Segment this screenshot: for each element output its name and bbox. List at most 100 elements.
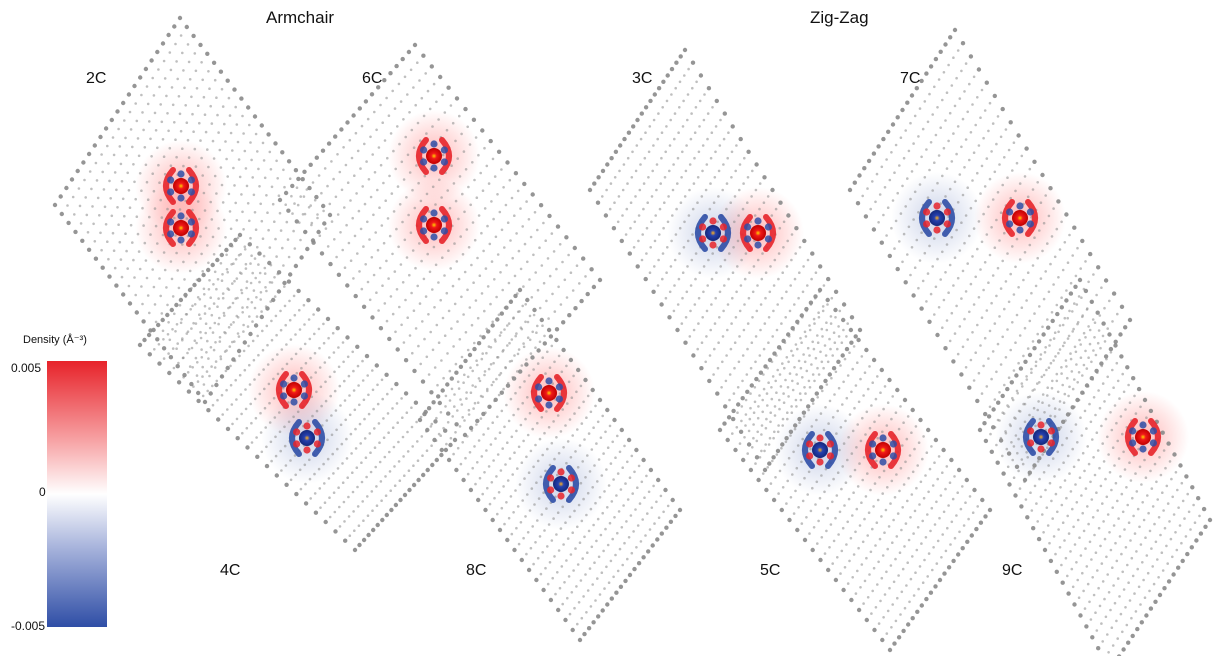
carbon-atom bbox=[964, 501, 967, 505]
carbon-atom bbox=[775, 448, 781, 454]
carbon-atom bbox=[853, 406, 856, 410]
carbon-atom bbox=[293, 313, 297, 317]
carbon-atom bbox=[522, 439, 525, 443]
defect-lobes bbox=[416, 206, 452, 244]
carbon-atom bbox=[493, 496, 496, 500]
carbon-atom bbox=[721, 188, 724, 192]
carbon-atom bbox=[931, 568, 934, 572]
carbon-atom bbox=[638, 502, 642, 505]
carbon-atom bbox=[1095, 629, 1099, 632]
carbon-atom bbox=[194, 165, 198, 168]
carbon-atom bbox=[1095, 293, 1098, 297]
carbon-atom bbox=[604, 430, 607, 434]
carbon-atom bbox=[752, 423, 755, 426]
carbon-atom bbox=[1023, 251, 1027, 254]
carbon-atom bbox=[1113, 464, 1116, 467]
carbon-atom bbox=[411, 351, 414, 355]
carbon-atom bbox=[722, 137, 726, 141]
carbon-atom bbox=[1156, 558, 1159, 561]
carbon-atom bbox=[931, 189, 934, 192]
carbon-atom bbox=[438, 178, 441, 182]
carbon-atom bbox=[956, 125, 960, 128]
carbon-atom bbox=[548, 274, 552, 278]
carbon-atom bbox=[1071, 330, 1074, 333]
carbon-atom bbox=[477, 439, 481, 442]
carbon-atom bbox=[442, 426, 445, 430]
carbon-atom bbox=[1006, 252, 1009, 255]
carbon-atom bbox=[757, 379, 761, 383]
carbon-atom bbox=[512, 316, 515, 320]
carbon-atom bbox=[989, 432, 992, 436]
carbon-atom bbox=[676, 156, 680, 160]
carbon-atom bbox=[1066, 316, 1069, 320]
carbon-atom bbox=[125, 154, 128, 157]
carbon-atom bbox=[1094, 551, 1098, 554]
carbon-atom bbox=[945, 243, 949, 246]
carbon-atom bbox=[169, 307, 174, 313]
carbon-atom bbox=[999, 211, 1003, 214]
carbon-atom bbox=[595, 539, 598, 543]
carbon-atom bbox=[330, 220, 334, 223]
carbon-atom bbox=[416, 459, 420, 463]
carbon-atom bbox=[744, 398, 748, 402]
carbon-atom bbox=[1089, 299, 1095, 304]
carbon-atom bbox=[873, 420, 876, 424]
carbon-atom bbox=[929, 141, 933, 144]
carbon-atom bbox=[583, 535, 586, 539]
carbon-atom bbox=[753, 214, 757, 217]
carbon-atom bbox=[453, 393, 456, 396]
carbon-atom bbox=[828, 399, 832, 403]
carbon-atom bbox=[270, 459, 273, 463]
carbon-atom bbox=[152, 94, 156, 97]
carbon-atom bbox=[288, 318, 292, 322]
carbon-atom bbox=[931, 113, 934, 116]
neighbor-lobe bbox=[826, 452, 835, 460]
carbon-atom bbox=[764, 271, 768, 275]
carbon-atom bbox=[129, 223, 133, 227]
carbon-atom bbox=[1009, 348, 1012, 352]
carbon-atom bbox=[771, 455, 776, 460]
density-lobe bbox=[763, 214, 776, 252]
carbon-atom bbox=[246, 202, 250, 205]
carbon-atom bbox=[1116, 577, 1120, 580]
carbon-atom bbox=[499, 311, 504, 316]
carbon-atom bbox=[251, 339, 255, 343]
carbon-atom bbox=[233, 237, 238, 243]
carbon-atom bbox=[474, 136, 478, 139]
carbon-atom bbox=[360, 480, 364, 484]
carbon-atom bbox=[764, 443, 767, 446]
carbon-atom bbox=[856, 569, 859, 573]
carbon-atom bbox=[983, 411, 988, 417]
carbon-atom bbox=[189, 381, 194, 387]
carbon-atom bbox=[1089, 480, 1092, 484]
carbon-atom bbox=[361, 537, 367, 543]
carbon-atom bbox=[662, 226, 665, 230]
carbon-atom bbox=[185, 217, 189, 220]
carbon-atom bbox=[788, 372, 792, 375]
carbon-atom bbox=[762, 347, 766, 351]
carbon-atom bbox=[827, 422, 830, 425]
carbon-atom bbox=[663, 176, 667, 179]
carbon-atom bbox=[480, 357, 484, 361]
carbon-atom bbox=[895, 535, 899, 538]
carbon-atom bbox=[399, 263, 403, 266]
carbon-atom bbox=[393, 502, 399, 508]
carbon-atom bbox=[808, 386, 812, 389]
carbon-atom bbox=[1025, 451, 1028, 454]
carbon-atom bbox=[1118, 332, 1123, 337]
carbon-atom bbox=[489, 443, 493, 446]
carbon-atom bbox=[361, 379, 365, 382]
carbon-atom bbox=[573, 509, 576, 513]
carbon-atom bbox=[262, 368, 265, 371]
carbon-atom bbox=[887, 377, 892, 383]
carbon-atom bbox=[795, 466, 799, 470]
carbon-atom bbox=[958, 249, 962, 252]
carbon-atom bbox=[181, 243, 184, 246]
carbon-atom bbox=[939, 126, 942, 129]
carbon-atom bbox=[756, 430, 759, 434]
carbon-atom bbox=[1060, 503, 1064, 507]
carbon-atom bbox=[440, 388, 445, 393]
carbon-atom bbox=[995, 294, 998, 298]
carbon-atom bbox=[566, 596, 569, 600]
carbon-atom bbox=[356, 485, 359, 489]
